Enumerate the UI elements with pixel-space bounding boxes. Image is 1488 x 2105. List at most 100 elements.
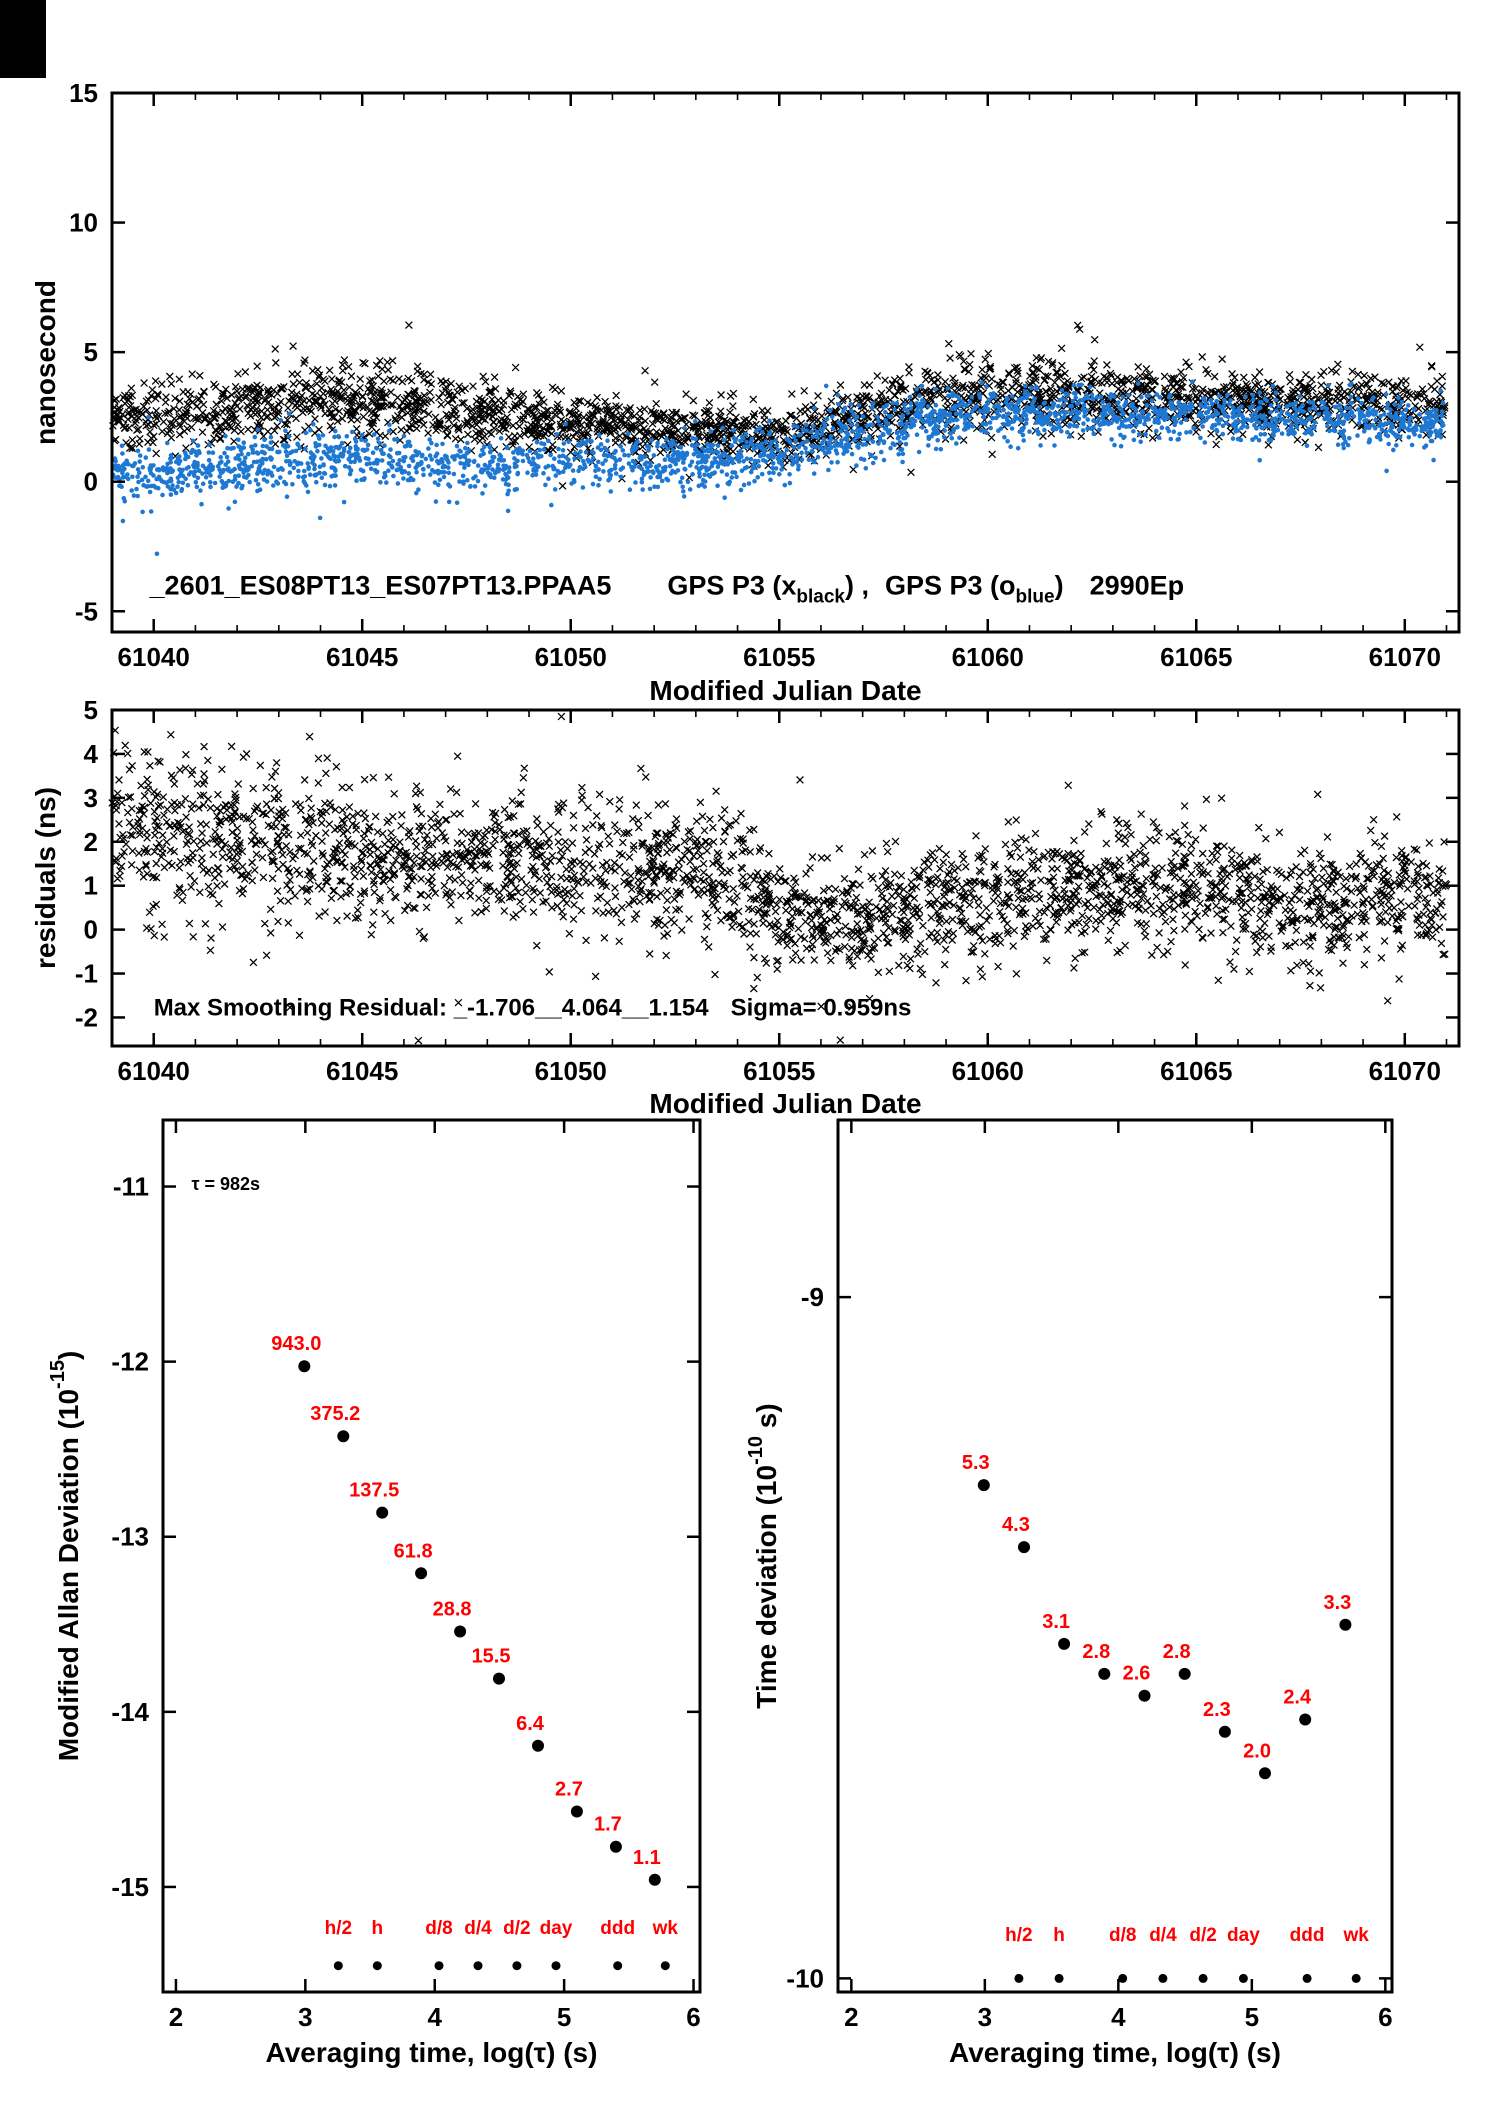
x-axis-label: Modified Julian Date: [649, 675, 921, 706]
tau-label: d/4: [464, 1918, 492, 1939]
x-tick-label: 2: [169, 2002, 183, 2032]
x-tick-label: 61050: [535, 642, 607, 672]
axes-phase: 61040 61045 61050 61055 61060 61065 61070 -5 0 5 1…: [30, 78, 1461, 706]
tau-label: d/4: [1149, 1925, 1177, 1946]
value-label: 5.3: [962, 1452, 990, 1474]
value-label: 4.3: [1002, 1514, 1030, 1536]
axes-tdev: 2 3 4 5 6 -9 -10 Averaging time, log(τ) (s) Time…: [745, 1118, 1394, 2068]
tau-dot: [1118, 1973, 1128, 1983]
y-tick-label: -13: [111, 1522, 149, 1552]
x-tick-label: 61055: [743, 642, 815, 672]
x-tick-label: 61070: [1369, 1056, 1441, 1086]
y-tick-label: -9: [801, 1282, 824, 1312]
data-point: [454, 1625, 467, 1638]
chart-mdev: 943.0 375.2 137.5 61.8 28.8 15.5 6.4 2.7 1.7 1.1 h…: [47, 1118, 702, 2068]
x-tick-label: 4: [1111, 2002, 1126, 2032]
tau-label: d/2: [503, 1918, 530, 1939]
data-point: [1259, 1767, 1271, 1780]
tau-note: τ = 982s: [191, 1174, 260, 1194]
data-point: [1299, 1713, 1312, 1726]
tau-label: d/2: [1189, 1925, 1216, 1946]
value-label: 61.8: [394, 1540, 433, 1562]
y-tick-label: -2: [75, 1002, 98, 1032]
y-tick-label: 5: [84, 337, 98, 367]
series-residuals-black: [108, 712, 1451, 1045]
data-point: [570, 1805, 583, 1818]
tau-label: d/8: [425, 1918, 452, 1939]
axes-box: [161, 1118, 702, 1994]
data-point: [1178, 1667, 1191, 1680]
data-point: [648, 1873, 661, 1886]
tau-dot: [1238, 1973, 1248, 1983]
tau-label: h: [1053, 1925, 1065, 1946]
tau-label: h/2: [1005, 1925, 1032, 1946]
data-point: [1098, 1667, 1111, 1680]
value-label: 2.0: [1243, 1740, 1271, 1762]
x-tick-label: 61060: [952, 1056, 1024, 1086]
y-axis-label: Modified Allan Deviation (10-15): [47, 1351, 84, 1762]
x-tick-label: 61045: [326, 642, 398, 672]
data-point: [493, 1672, 505, 1685]
tau-label: h: [371, 1918, 383, 1939]
x-tick-label: 5: [1245, 2002, 1259, 2032]
y-tick-label: 10: [69, 208, 98, 238]
y-tick-label: -10: [786, 1963, 824, 1993]
data-point: [1218, 1725, 1231, 1738]
tau-dot: [434, 1961, 444, 1971]
data-point: [376, 1506, 389, 1519]
x-tick-label: 61070: [1369, 642, 1441, 672]
x-axis-label: Modified Julian Date: [649, 1088, 921, 1119]
y-tick-label: -15: [111, 1872, 149, 1902]
value-label: 3.3: [1324, 1592, 1352, 1614]
value-label: 2.7: [555, 1778, 583, 1800]
tau-label: day: [540, 1918, 573, 1939]
y-axis-label: nanosecond: [30, 280, 61, 445]
y-tick-label: -12: [111, 1347, 149, 1377]
x-tick-label: 61055: [743, 1056, 815, 1086]
tau-dot: [1302, 1973, 1312, 1983]
axes-box: [836, 1118, 1394, 1994]
x-tick-label: 6: [1378, 2002, 1392, 2032]
data-point: [609, 1840, 622, 1853]
tau-dot: [473, 1961, 483, 1971]
annotation-phase: _2601_ES08PT13_ES07PT13.PPAA5 GPS P3 (xbl…: [149, 570, 1185, 607]
y-tick-label: 5: [84, 695, 98, 725]
data-point: [977, 1479, 990, 1492]
tau-dot: [660, 1961, 670, 1971]
value-label: 375.2: [310, 1403, 360, 1425]
y-tick-label: -14: [111, 1697, 149, 1727]
y-tick-label: 4: [84, 739, 99, 769]
x-tick-label: 2: [844, 2002, 858, 2032]
x-axis-label: Averaging time, log(τ) (s): [949, 2037, 1281, 2068]
x-tick-label: 61045: [326, 1056, 398, 1086]
tau-label: day: [1227, 1925, 1260, 1946]
x-tick-label: 61060: [952, 642, 1024, 672]
y-axis-label: residuals (ns): [30, 787, 61, 969]
value-label: 2.4: [1283, 1687, 1312, 1709]
data-point: [1138, 1689, 1151, 1702]
value-label: 6.4: [516, 1713, 545, 1735]
y-tick-label: 15: [69, 78, 98, 108]
x-tick-label: 61040: [118, 1056, 190, 1086]
data-point: [1339, 1618, 1352, 1631]
x-tick-label: 3: [978, 2002, 992, 2032]
tau-dot: [1198, 1973, 1208, 1983]
y-tick-label: -11: [113, 1172, 149, 1202]
value-label: 2.8: [1082, 1641, 1110, 1663]
tau-label: wk: [652, 1918, 679, 1939]
x-tick-label: 61050: [535, 1056, 607, 1086]
x-tick-label: 5: [557, 2002, 571, 2032]
y-tick-label: 1: [84, 871, 98, 901]
y-tick-label: 2: [84, 827, 98, 857]
x-tick-label: 4: [428, 2002, 443, 2032]
data-point: [1018, 1541, 1030, 1554]
tau-dot: [613, 1961, 623, 1971]
chart-tdev: 5.3 4.3 3.1 2.8 2.6 2.8 2.3 2.0 2.4 3.3 h/2 h d/8 d/4…: [745, 1118, 1394, 2068]
axes-box: [110, 708, 1461, 1048]
tau-label: h/2: [325, 1918, 352, 1939]
chart-residuals: Max Smoothing Residual: _-1.706__4.064__…: [30, 695, 1461, 1119]
x-tick-label: 3: [298, 2002, 312, 2032]
x-axis-label: Averaging time, log(τ) (s): [266, 2037, 598, 2068]
y-tick-label: 0: [84, 467, 98, 497]
